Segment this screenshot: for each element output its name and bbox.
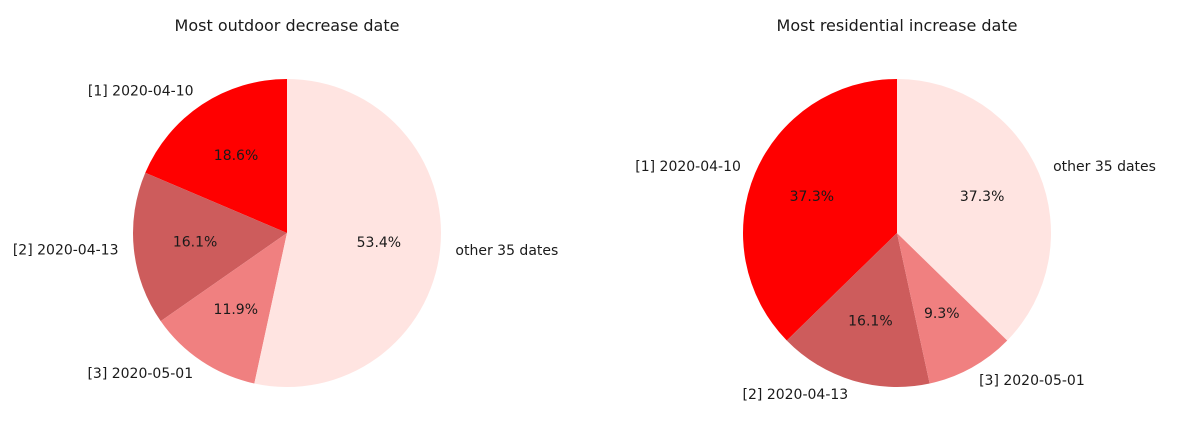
pie-slice xyxy=(160,233,287,384)
slice-percent-label: 18.6% xyxy=(214,148,258,164)
slice-category-label: [3] 2020-05-01 xyxy=(979,373,1085,389)
slice-percent-label: 11.9% xyxy=(214,302,258,318)
pie-slice xyxy=(897,79,1051,341)
pie-slice xyxy=(897,233,1008,384)
pie-slice xyxy=(254,79,441,387)
slice-category-label: [3] 2020-05-01 xyxy=(87,366,193,382)
slice-category-label: [2] 2020-04-13 xyxy=(743,387,849,403)
slice-percent-label: 53.4% xyxy=(357,235,401,251)
slice-category-label: [1] 2020-04-10 xyxy=(88,84,194,100)
chart-title: Most outdoor decrease date xyxy=(175,16,400,35)
pie-slice xyxy=(145,79,287,233)
slice-category-label: other 35 dates xyxy=(1053,159,1156,175)
pie-chart-residential: 37.3% [1] 2020-04-10 16.1% [2] 2020-04-13 9.… xyxy=(635,16,1156,403)
slice-category-label: other 35 dates xyxy=(455,243,558,259)
pie-slice xyxy=(132,172,287,322)
slice-category-label: [1] 2020-04-10 xyxy=(635,159,741,175)
pie-slice xyxy=(743,79,897,341)
slice-percent-label: 16.1% xyxy=(173,235,217,251)
slice-percent-label: 37.3% xyxy=(790,189,834,205)
slice-percent-label: 37.3% xyxy=(960,189,1004,205)
slice-percent-label: 16.1% xyxy=(848,313,892,329)
pie-chart-outdoor: 18.6% [1] 2020-04-10 16.1% [2] 2020-04-13 11… xyxy=(13,16,558,387)
slice-percent-label: 9.3% xyxy=(924,306,960,322)
chart-title: Most residential increase date xyxy=(777,16,1018,35)
slice-category-label: [2] 2020-04-13 xyxy=(13,243,119,259)
pie-slice xyxy=(786,233,930,388)
